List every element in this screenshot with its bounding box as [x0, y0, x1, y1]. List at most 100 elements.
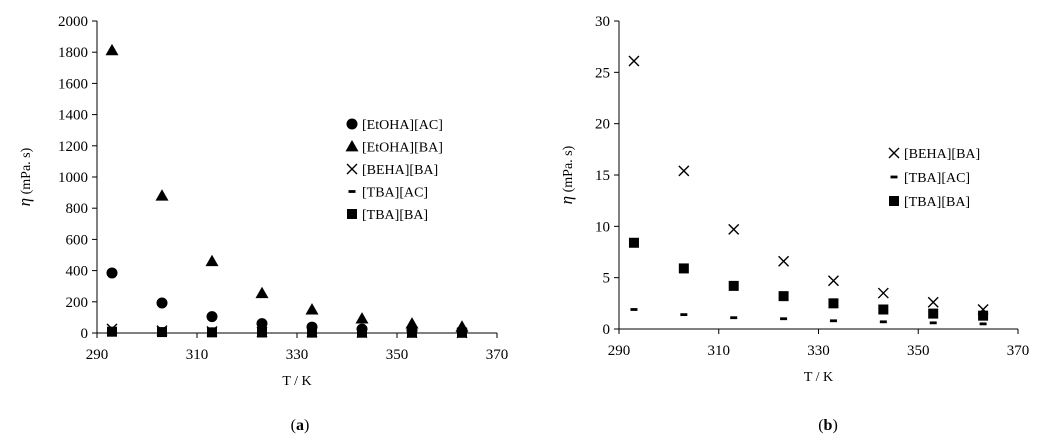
- x-tick-label: 350: [907, 343, 930, 359]
- data-point: [778, 291, 789, 302]
- y-tick-label: 1800: [58, 45, 88, 61]
- y-axis-unit: (mPa. s): [19, 147, 34, 198]
- chart-a: 0 200 400 600 800 1000 1200 1400 1600 1800 2000 290…: [15, 14, 508, 434]
- data-point: [628, 55, 640, 67]
- y-tick-label: 1000: [58, 170, 88, 186]
- legend-marker: [890, 175, 898, 179]
- data-point: [257, 327, 267, 338]
- data-point: [256, 318, 268, 330]
- y-tick-label: 5: [603, 271, 611, 287]
- data-point: [206, 311, 218, 323]
- y-axis-symbol: η: [557, 196, 576, 204]
- data-point: [305, 303, 319, 315]
- x-tick-label: 350: [386, 347, 409, 363]
- y-tick-label: 1200: [58, 139, 88, 155]
- data-point: [929, 321, 937, 325]
- y-axis-unit: (mPa. s): [561, 145, 576, 196]
- y-tick-label: 0: [81, 326, 89, 342]
- data-point: [678, 165, 690, 177]
- data-point: [105, 43, 119, 56]
- panel-label: (a): [291, 417, 310, 434]
- x-tick-label: 290: [608, 343, 631, 359]
- data-point: [827, 275, 839, 287]
- data-point: [457, 327, 467, 338]
- panel-label: (b): [818, 417, 838, 434]
- data-point: [628, 237, 639, 248]
- panel-label-open: (: [291, 417, 296, 434]
- x-axis-title: T / K: [804, 370, 833, 385]
- y-tick-label: 1400: [58, 108, 88, 124]
- data-point: [978, 310, 989, 321]
- panel-label-close: ): [832, 417, 837, 434]
- data-point: [678, 263, 689, 274]
- x-tick-label: 310: [708, 343, 731, 359]
- y-tick-label: 2000: [58, 14, 88, 30]
- data-point: [207, 327, 217, 338]
- data-point: [255, 286, 269, 299]
- data-point: [728, 280, 739, 291]
- x-tick-label: 330: [286, 347, 309, 363]
- x-tick-label: 290: [86, 347, 109, 363]
- data-point: [778, 255, 790, 267]
- data-point: [357, 327, 367, 338]
- y-tick-label: 600: [66, 232, 89, 248]
- legend-label: [BEHA][BA]: [362, 163, 438, 178]
- y-tick-label: 20: [595, 117, 610, 133]
- data-point: [407, 327, 417, 338]
- y-axis-title: η (mPa. s): [15, 147, 34, 206]
- legend-marker: [348, 190, 356, 193]
- legend-label: [BEHA][BA]: [904, 147, 980, 162]
- data-point: [355, 312, 369, 324]
- legend-label: [TBA][BA]: [904, 195, 970, 210]
- legend-marker: [888, 147, 900, 159]
- y-tick-label: 0: [603, 322, 611, 338]
- legend-label: [EtOHA][AC]: [362, 118, 443, 133]
- y-tick-label: 15: [595, 168, 610, 184]
- data-point: [106, 267, 118, 279]
- data-point: [979, 322, 987, 326]
- data-point: [829, 319, 837, 323]
- panel-label-letter: a: [296, 417, 304, 434]
- panel-label-open: (: [818, 417, 823, 434]
- legend-label: [EtOHA][BA]: [362, 141, 443, 156]
- legend-label: [TBA][BA]: [362, 208, 428, 223]
- data-point: [680, 313, 688, 317]
- legend-marker: [345, 140, 359, 152]
- data-point: [630, 308, 638, 311]
- data-point: [879, 320, 887, 324]
- data-point: [307, 327, 317, 338]
- data-point: [780, 317, 788, 321]
- data-point: [728, 223, 740, 235]
- data-point: [405, 317, 419, 329]
- data-point: [107, 326, 117, 337]
- legend-label: [TBA][AC]: [904, 171, 970, 186]
- data-point: [828, 298, 839, 309]
- data-point: [927, 296, 939, 308]
- data-point: [156, 297, 168, 309]
- x-tick-label: 330: [807, 343, 830, 359]
- y-tick-label: 30: [595, 14, 610, 30]
- x-tick-label: 310: [186, 347, 209, 363]
- y-tick-label: 800: [66, 201, 89, 217]
- data-point: [205, 254, 219, 267]
- data-point: [157, 327, 167, 338]
- x-tick-label: 370: [1007, 343, 1030, 359]
- legend-marker: [347, 209, 357, 219]
- series-square: [628, 237, 989, 321]
- data-point: [878, 304, 889, 315]
- data-point: [928, 308, 939, 319]
- legend-marker: [889, 196, 899, 206]
- legend-marker: [346, 118, 358, 130]
- y-axis-symbol: η: [15, 198, 34, 206]
- y-tick-label: 10: [595, 219, 610, 235]
- panel-label-letter: b: [824, 417, 833, 434]
- x-axis-title: T / K: [282, 374, 311, 389]
- y-tick-label: 1600: [58, 76, 88, 92]
- data-point: [730, 316, 738, 320]
- chart-b: 0 5 10 15 20 25 30 290 310 330 350 370 T / K η (mPa. …: [557, 14, 1029, 434]
- x-tick-label: 370: [486, 347, 509, 363]
- y-tick-label: 400: [66, 264, 89, 280]
- series-dash: [630, 308, 987, 326]
- panel-label-close: ): [304, 417, 309, 434]
